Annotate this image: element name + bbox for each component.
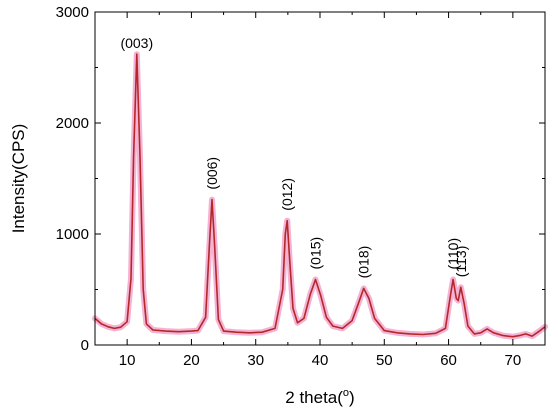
axis-ticks	[94, 11, 546, 346]
y-tick-label: 0	[81, 337, 89, 354]
x-axis-unit-superscript: o	[343, 387, 349, 399]
y-tick-label: 2000	[56, 115, 89, 132]
x-tick-label: 70	[505, 352, 522, 369]
peak-label: (012)	[279, 178, 295, 211]
y-tick-label: 1000	[56, 226, 89, 243]
peak-label: (018)	[356, 246, 372, 279]
peak-label: (003)	[120, 35, 153, 51]
peak-label: (006)	[204, 157, 220, 190]
x-tick-label: 30	[247, 352, 264, 369]
axis-tick-labels: 10 20 30 40 50 60 70 0 1000 2000 3000	[56, 4, 522, 369]
y-tick-label: 3000	[56, 4, 89, 21]
x-tick-label: 50	[376, 352, 393, 369]
peak-annotations: (003) (006) (012) (015) (018) (110)(113)	[120, 35, 468, 278]
peak-label: (110)	[445, 238, 461, 270]
x-tick-label: 40	[312, 352, 329, 369]
x-tick-label: 60	[440, 352, 457, 369]
x-tick-label: 20	[183, 352, 200, 369]
peak-label: (015)	[308, 237, 324, 270]
series-line-0	[94, 53, 546, 338]
peak-label: (113)	[453, 246, 469, 278]
x-axis-title: 2 theta(o)	[285, 387, 354, 407]
y-axis-title: Intensity(CPS)	[9, 124, 28, 234]
x-tick-label: 10	[119, 352, 136, 369]
plot-series-layer	[94, 53, 546, 338]
